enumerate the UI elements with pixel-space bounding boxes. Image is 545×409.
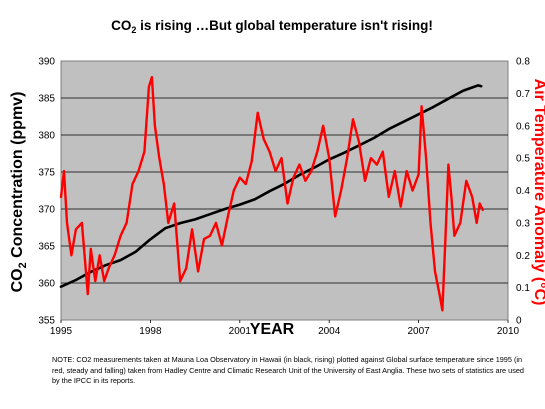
y-left-tick-label: 390 (38, 57, 55, 68)
y-right-tick-label: 0.5 (516, 154, 530, 165)
y-right-tick-label: 0.2 (516, 251, 530, 262)
y-right-tick-label: 0.6 (516, 121, 530, 132)
y-left-tick-label: 365 (38, 242, 55, 253)
y-axis-left-title: CO2 Concentration (ppmv) (9, 92, 29, 293)
gridlines (61, 97, 508, 284)
x-tick-label: 2004 (318, 326, 341, 337)
x-tick-label: 1998 (139, 326, 162, 337)
y-right-tick-label: 0.1 (516, 283, 530, 294)
y-left-tick-label: 355 (38, 316, 55, 327)
plot-area (60, 60, 509, 321)
x-tick-label: 2007 (407, 326, 430, 337)
source-note: NOTE: CO2 measurements taken at Mauna Lo… (52, 355, 524, 385)
x-tick-label: 2010 (497, 326, 520, 337)
x-axis-title: YEAR (250, 321, 295, 338)
y-right-tick-label: 0.8 (516, 57, 530, 68)
x-tick-label: 2001 (229, 326, 252, 337)
x-tick-label: 1995 (50, 326, 73, 337)
temperature-anomaly-line (59, 75, 484, 312)
y-right-tick-label: 0.7 (516, 89, 530, 100)
y-left-tick-label: 385 (38, 94, 55, 105)
y-left-tick-label: 375 (38, 168, 55, 179)
y-left-tick-label: 360 (38, 279, 55, 290)
y-right-tick-label: 0.4 (516, 186, 530, 197)
series-layer (59, 75, 484, 312)
y-left-tick-label: 370 (38, 205, 55, 216)
y-axis-right-title: Air Temperature Anomaly (°C) (531, 79, 545, 306)
tick-labels: 355 360 365 370 375 380 385 390 0 0.1 0.2 0.3 0.4 0.5… (38, 57, 530, 338)
y-right-tick-label: 0.3 (516, 218, 530, 229)
y-right-tick-label: 0 (516, 316, 522, 327)
y-left-tick-label: 380 (38, 131, 55, 142)
chart-title: CO2 is rising …But global temperature is… (111, 18, 433, 35)
